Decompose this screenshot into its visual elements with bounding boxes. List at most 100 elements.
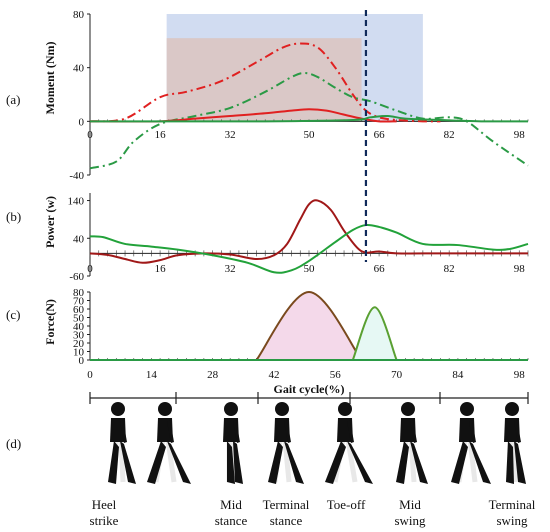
- walker-silhouette: [396, 402, 428, 484]
- force-y-label: Force(N): [43, 299, 57, 345]
- walker-front-leg: [227, 441, 235, 484]
- gait-phase-bar: [89, 392, 529, 404]
- walker-rear-leg: [284, 441, 304, 484]
- walker-head: [505, 402, 519, 416]
- moment-x-tick-label: 50: [304, 129, 316, 141]
- axis-labels: Moment (Nm) Power (w) Force(N) Gait cycl…: [43, 42, 344, 396]
- walker-front-leg: [396, 441, 409, 484]
- force-y-tick-label: 80: [73, 287, 85, 299]
- phase-label-line: stance: [270, 513, 303, 528]
- force-x-tick-label: 28: [207, 369, 219, 381]
- force-series-fill: [256, 292, 362, 360]
- force-x-tick-label: 42: [268, 369, 279, 381]
- panel-label-c: (c): [6, 307, 20, 322]
- phase-label-line: Toe-off: [327, 497, 366, 512]
- phase-label: Mid swing: [394, 497, 426, 528]
- power-x-tick-label: 66: [374, 263, 386, 275]
- walker-front-leg: [506, 441, 514, 484]
- force-y-tick-label: 0: [79, 355, 85, 367]
- walker-rear-leg: [347, 441, 373, 484]
- walker-rear-leg: [469, 441, 491, 484]
- phase-label: Terminal swing: [489, 497, 536, 528]
- walker-silhouette: [504, 402, 526, 484]
- phase-label-line: swing: [394, 513, 426, 528]
- force-x-tick-label: 0: [87, 369, 93, 381]
- stance-shading: [166, 14, 423, 122]
- power-series-line: [89, 223, 529, 274]
- force-series-line: [255, 290, 363, 361]
- walker-front-leg: [108, 441, 119, 484]
- force-x-tick-label: 14: [146, 369, 158, 381]
- force-y-tick-label: 40: [73, 321, 85, 333]
- power-x-tick-label: 32: [225, 263, 236, 275]
- force-y-tick-label: 10: [73, 347, 85, 359]
- walker-head: [158, 402, 172, 416]
- panel-label-a: (a): [6, 92, 20, 107]
- moment-x-tick-label: 16: [155, 129, 167, 141]
- phase-label-line: Terminal: [263, 497, 310, 512]
- phase-label-line: stance: [215, 513, 248, 528]
- power-series-line: [89, 199, 528, 264]
- walker-arm: [347, 420, 354, 443]
- panel-label-b: (b): [6, 209, 21, 224]
- walker-front-leg: [268, 441, 283, 484]
- walker-rear-leg: [233, 441, 243, 484]
- phase-label: Toe-off: [327, 497, 366, 512]
- power-x-tick-label: 50: [304, 263, 316, 275]
- moment-y-tick-label: -40: [69, 170, 84, 182]
- panel-labels: (a) (b) (c) (d): [6, 92, 21, 451]
- power-y-tick-label: -60: [69, 271, 84, 283]
- panel-label-d: (d): [6, 436, 21, 451]
- phase-label-line: swing: [496, 513, 528, 528]
- gait-cycle-x-label: Gait cycle(%): [274, 382, 345, 396]
- walker-head: [275, 402, 289, 416]
- force-x-tick-label: 84: [452, 369, 464, 381]
- walker-arm: [167, 420, 174, 443]
- phase-label-line: Mid: [220, 497, 242, 512]
- force-series-line: [351, 306, 398, 361]
- moment-y-tick-label: 80: [73, 9, 85, 21]
- power-x-tick-label: 0: [87, 263, 93, 275]
- walker-arm: [120, 420, 127, 443]
- phase-label-line: Terminal: [489, 497, 536, 512]
- moment-series-line: [89, 42, 441, 123]
- walker-arm: [410, 420, 417, 443]
- walker-rear-leg: [167, 441, 191, 484]
- moment-y-tick-label: 0: [79, 116, 85, 128]
- force-y-tick-label: 50: [73, 313, 85, 325]
- moment-x-tick-label: 32: [225, 129, 236, 141]
- walker-silhouette: [223, 402, 243, 484]
- force-x-tick-label: 70: [391, 369, 403, 381]
- force-x-tick-label: 56: [330, 369, 342, 381]
- walker-silhouette: [147, 402, 191, 484]
- walker-silhouette: [268, 402, 304, 484]
- force-y-tick-label: 70: [73, 296, 85, 308]
- phase-label-line: Mid: [399, 497, 421, 512]
- walker-arm: [233, 420, 240, 443]
- walker-head: [224, 402, 238, 416]
- force-y-tick-label: 20: [73, 338, 85, 350]
- walker-front-leg: [325, 441, 346, 484]
- walker-front-leg: [451, 441, 468, 484]
- phase-label: Terminal stance: [263, 497, 310, 528]
- force-series-fill: [352, 307, 397, 360]
- force-x-tick-label: 98: [514, 369, 526, 381]
- walker-head: [460, 402, 474, 416]
- moment-x-tick-label: 0: [87, 129, 93, 141]
- power-x-tick-label: 16: [155, 263, 167, 275]
- walker-silhouette: [108, 402, 136, 484]
- power-x-tick-label: 98: [514, 263, 526, 275]
- force-y-tick-label: 60: [73, 304, 85, 316]
- force-y-tick-label: 30: [73, 330, 85, 342]
- moment-y-tick-label: 40: [73, 63, 85, 75]
- power-y-label: Power (w): [43, 196, 57, 248]
- moment-x-tick-label: 82: [444, 129, 455, 141]
- moment-y-label: Moment (Nm): [43, 42, 57, 115]
- walker-head: [111, 402, 125, 416]
- moment-shaded-region: [166, 38, 362, 122]
- power-x-tick-label: 82: [444, 263, 455, 275]
- phase-label-line: strike: [90, 513, 119, 528]
